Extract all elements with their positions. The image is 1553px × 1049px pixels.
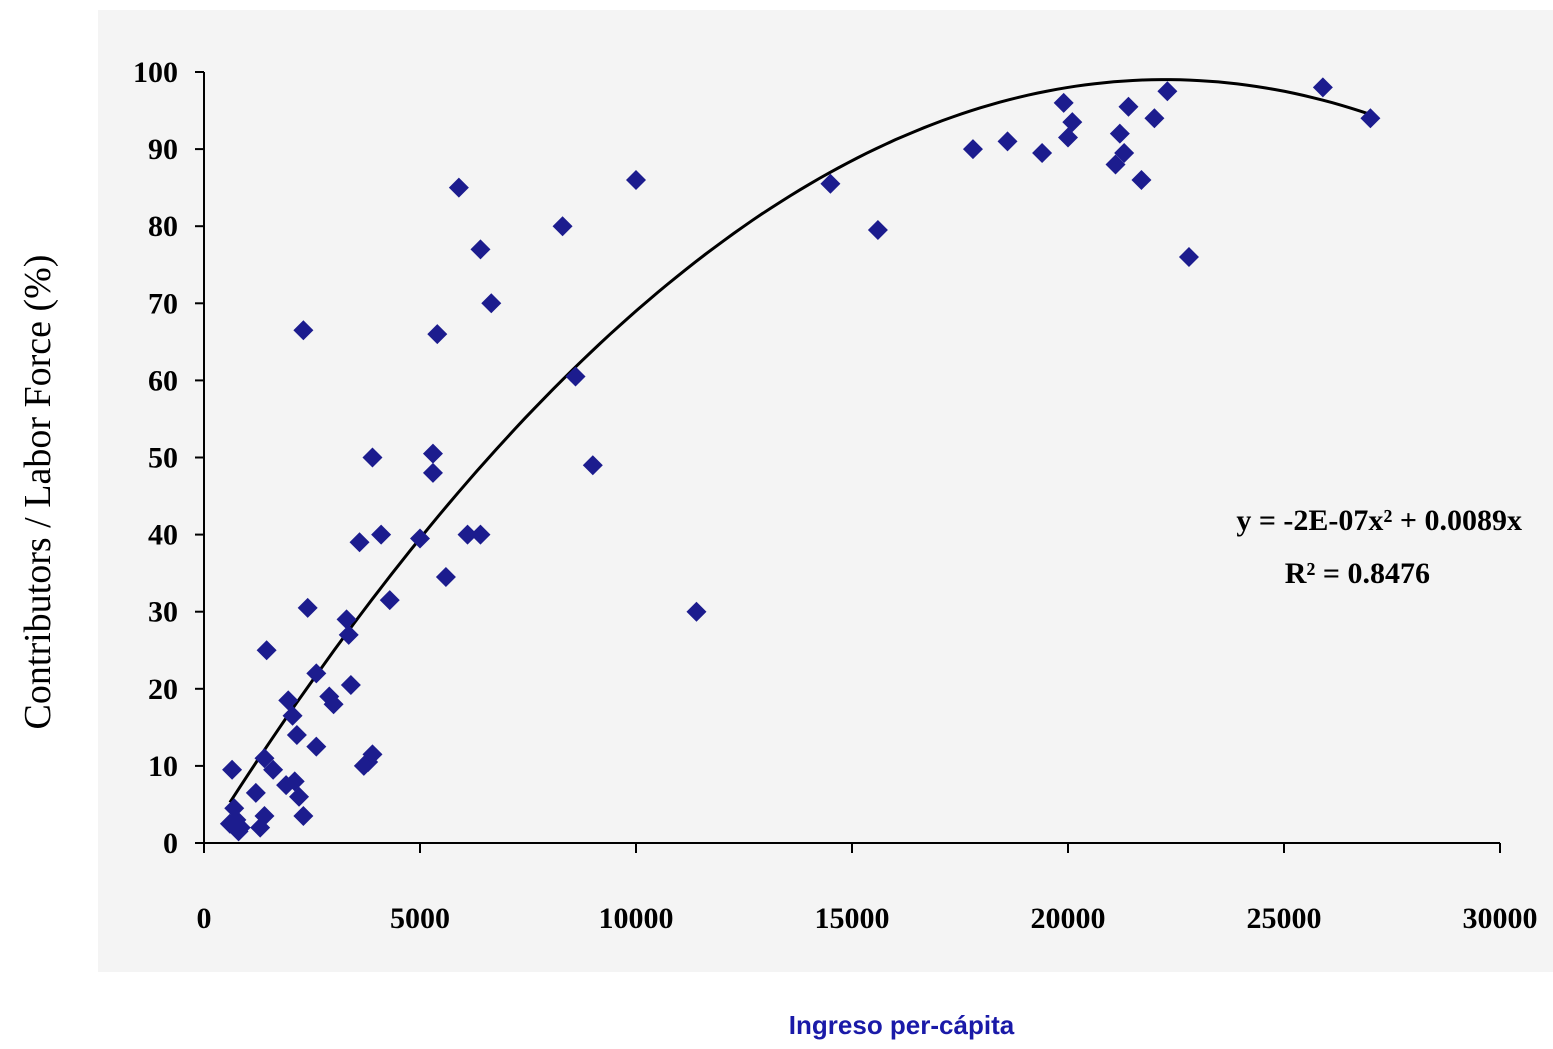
data-point bbox=[448, 177, 469, 198]
data-point bbox=[362, 447, 383, 468]
trendline-equation: y = -2E-07x² + 0.0089x bbox=[1236, 504, 1522, 537]
x-tick-label: 20000 bbox=[1031, 902, 1106, 935]
data-point bbox=[1109, 123, 1130, 144]
y-tick-label: 20 bbox=[148, 673, 178, 706]
data-point bbox=[1157, 81, 1178, 102]
data-point bbox=[686, 601, 707, 622]
data-point bbox=[422, 462, 443, 483]
data-point bbox=[286, 725, 307, 746]
x-axis-ticks: 0 5000 10000 15000 20000 25000 30000 bbox=[197, 843, 1538, 935]
x-tick-label: 0 bbox=[197, 902, 212, 935]
x-tick-label: 15000 bbox=[815, 902, 890, 935]
trendline bbox=[228, 78, 1371, 804]
r-squared-label: R² = 0.8476 bbox=[1285, 557, 1430, 590]
data-point bbox=[230, 817, 251, 838]
data-point bbox=[1118, 96, 1139, 117]
data-point bbox=[820, 173, 841, 194]
data-point bbox=[1144, 108, 1165, 129]
y-tick-label: 10 bbox=[148, 750, 178, 783]
data-point bbox=[1058, 127, 1078, 148]
data-point bbox=[867, 220, 888, 241]
y-tick-label: 90 bbox=[148, 133, 178, 166]
data-point bbox=[306, 663, 327, 684]
data-point bbox=[254, 806, 275, 827]
data-point bbox=[552, 216, 573, 237]
data-point bbox=[626, 169, 646, 190]
y-axis-ticks: 0 10 20 30 40 50 60 70 80 90 100 bbox=[133, 56, 204, 860]
data-point bbox=[263, 759, 284, 780]
data-point bbox=[323, 694, 344, 715]
data-point bbox=[297, 597, 318, 618]
data-point bbox=[1053, 92, 1074, 113]
data-point bbox=[435, 567, 456, 588]
data-point bbox=[289, 786, 310, 807]
data-point bbox=[256, 640, 277, 661]
y-tick-label: 0 bbox=[163, 827, 178, 860]
data-point bbox=[1360, 108, 1381, 129]
data-point bbox=[379, 590, 400, 611]
data-point bbox=[362, 744, 383, 765]
data-point bbox=[1312, 77, 1333, 98]
data-point bbox=[410, 528, 430, 549]
data-point bbox=[293, 806, 314, 827]
x-tick-label: 10000 bbox=[599, 902, 674, 935]
data-point bbox=[565, 366, 586, 387]
data-point bbox=[1062, 112, 1083, 133]
data-point bbox=[340, 674, 361, 695]
x-tick-label: 5000 bbox=[390, 902, 450, 935]
data-point bbox=[422, 443, 443, 464]
data-point bbox=[245, 782, 266, 803]
data-point bbox=[349, 532, 370, 553]
data-point bbox=[338, 624, 359, 645]
x-tick-label: 25000 bbox=[1247, 902, 1322, 935]
data-point bbox=[306, 736, 327, 757]
data-point bbox=[278, 690, 299, 711]
data-point bbox=[427, 324, 448, 345]
data-point bbox=[1032, 142, 1053, 163]
data-point bbox=[371, 524, 392, 545]
data-point bbox=[962, 139, 983, 160]
x-axis-title: Ingreso per-cápita bbox=[788, 1010, 1015, 1040]
data-point bbox=[997, 131, 1018, 152]
data-point bbox=[1131, 169, 1152, 190]
data-point bbox=[1178, 247, 1199, 268]
data-point bbox=[457, 524, 478, 545]
y-tick-label: 80 bbox=[148, 210, 178, 243]
plot-area-background bbox=[98, 10, 1553, 972]
data-point bbox=[470, 239, 491, 260]
data-point bbox=[254, 748, 275, 769]
scatter-chart: 0 10 20 30 40 50 60 70 80 90 100 0 5000 10000 15000 20… bbox=[17, 56, 1538, 935]
data-point bbox=[1114, 142, 1135, 163]
data-point bbox=[481, 293, 502, 314]
y-axis-title: Contributors / Labor Force (%) bbox=[17, 255, 59, 730]
y-tick-label: 70 bbox=[148, 287, 178, 320]
data-point bbox=[284, 771, 305, 792]
data-point bbox=[222, 759, 243, 780]
data-point bbox=[282, 705, 303, 726]
data-point bbox=[582, 455, 603, 476]
y-tick-label: 50 bbox=[148, 442, 178, 475]
x-tick-label: 30000 bbox=[1463, 902, 1538, 935]
y-tick-label: 100 bbox=[133, 56, 178, 89]
axes bbox=[203, 72, 1500, 844]
data-points bbox=[219, 77, 1381, 842]
y-tick-label: 30 bbox=[148, 596, 178, 629]
data-point bbox=[336, 609, 357, 630]
data-point bbox=[470, 524, 491, 545]
data-point bbox=[1105, 154, 1126, 175]
y-tick-label: 40 bbox=[148, 519, 178, 552]
y-tick-label: 60 bbox=[148, 364, 178, 397]
data-point bbox=[293, 320, 314, 341]
